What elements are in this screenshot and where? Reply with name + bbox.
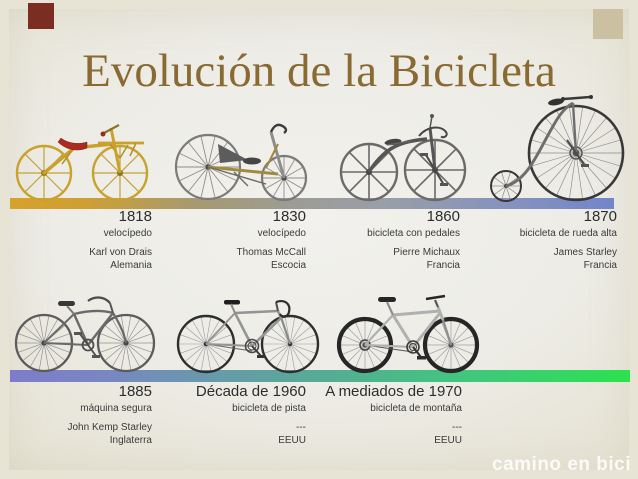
timeline-entry-1860: 1860 bicicleta con pedales Pierre Michau… bbox=[312, 209, 460, 272]
entry-person: Karl von Drais bbox=[89, 247, 152, 258]
penny-farthing-illustration bbox=[490, 95, 625, 202]
boneshaker-illustration bbox=[339, 114, 467, 202]
entry-date: 1885 bbox=[118, 383, 152, 400]
decor-tan-square bbox=[593, 9, 623, 39]
timeline-bar-top bbox=[10, 198, 614, 209]
entry-person: --- bbox=[452, 422, 462, 433]
entry-place: Francia bbox=[426, 260, 460, 271]
entry-date: Década de 1960 bbox=[195, 383, 306, 400]
entry-type: bicicleta con pedales bbox=[367, 228, 460, 239]
entry-date: 1830 bbox=[272, 208, 306, 225]
entry-type: velocípedo bbox=[257, 228, 306, 239]
entry-person: John Kemp Starley bbox=[67, 422, 153, 433]
timeline-bar-bottom bbox=[10, 370, 630, 382]
entry-person: Pierre Michaux bbox=[393, 247, 460, 258]
entry-date: 1818 bbox=[118, 208, 152, 225]
timeline-entry-1830: 1830 velocípedo Thomas McCall Escocia bbox=[158, 209, 306, 272]
treadle-velocipede-illustration bbox=[174, 123, 308, 202]
entry-person: --- bbox=[296, 422, 306, 433]
timeline-entry-1960s: Década de 1960 bicicleta de pista --- EE… bbox=[158, 384, 306, 447]
mountain-bike-illustration bbox=[336, 294, 480, 374]
watermark-camino-en-bici: camino en bici bbox=[492, 454, 631, 475]
entry-place: EEUU bbox=[278, 435, 306, 446]
timeline-entry-1970s: A mediados de 1970 bicicleta de montaña … bbox=[314, 384, 462, 447]
entry-person: James Starley bbox=[553, 247, 617, 258]
timeline-entry-1885: 1885 máquina segura John Kemp Starley In… bbox=[4, 383, 153, 447]
entry-type: bicicleta de montaña bbox=[370, 403, 462, 414]
timeline-entry-1818: 1818 velocípedo Karl von Drais Alemania bbox=[4, 209, 152, 272]
entry-date: 1870 bbox=[583, 208, 617, 225]
decor-red-square bbox=[28, 3, 54, 29]
safety-bicycle-illustration bbox=[14, 296, 156, 373]
entry-type: máquina segura bbox=[80, 403, 152, 414]
page-title: Evolución de la Bicicleta bbox=[82, 45, 556, 97]
entry-place: Escocia bbox=[270, 260, 306, 271]
entry-place: Francia bbox=[583, 260, 617, 271]
draisine-illustration bbox=[15, 124, 149, 202]
entry-place: Inglaterra bbox=[109, 435, 152, 446]
entry-type: velocípedo bbox=[103, 228, 152, 239]
entry-place: Alemania bbox=[110, 260, 152, 271]
entry-type: bicicleta de rueda alta bbox=[519, 228, 617, 239]
timeline-entry-1870: 1870 bicicleta de rueda alta James Starl… bbox=[468, 209, 617, 272]
entry-date: A mediados de 1970 bbox=[325, 383, 462, 400]
track-bicycle-illustration bbox=[176, 300, 320, 374]
entry-type: bicicleta de pista bbox=[232, 403, 306, 414]
entry-place: EEUU bbox=[434, 435, 462, 446]
entry-person: Thomas McCall bbox=[236, 247, 306, 258]
entry-date: 1860 bbox=[426, 208, 460, 225]
